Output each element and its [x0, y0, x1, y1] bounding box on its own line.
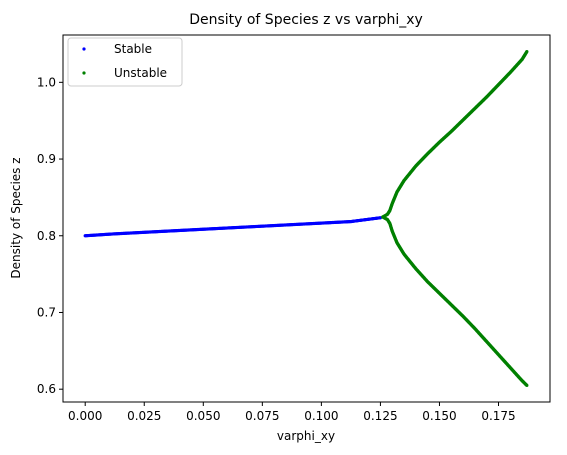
legend-label-unstable: Unstable	[114, 66, 167, 80]
y-axis-label: Density of Species z	[9, 157, 23, 278]
x-axis-label: varphi_xy	[277, 429, 335, 443]
x-tick-label: 0.000	[68, 409, 102, 423]
legend-label-stable: Stable	[114, 42, 152, 56]
y-tick-label: 0.9	[37, 152, 56, 166]
x-tick-label: 0.150	[422, 409, 456, 423]
y-tick-label: 0.6	[37, 382, 56, 396]
x-tick-label: 0.175	[481, 409, 515, 423]
legend: Stable Unstable	[67, 37, 183, 87]
x-tick-label: 0.050	[186, 409, 220, 423]
x-tick-label: 0.100	[304, 409, 338, 423]
x-tick-label: 0.025	[127, 409, 161, 423]
plot-layer	[83, 50, 529, 387]
x-tick-label: 0.125	[363, 409, 397, 423]
legend-box	[67, 37, 183, 87]
chart-title: Density of Species z vs varphi_xy	[189, 12, 423, 28]
data-point	[525, 50, 529, 54]
legend-marker-stable	[82, 47, 86, 51]
data-point	[525, 383, 529, 387]
y-tick-label: 0.7	[37, 305, 56, 319]
y-tick-label: 1.0	[37, 75, 56, 89]
x-tick-label: 0.075	[245, 409, 279, 423]
plot-frame	[62, 34, 551, 403]
series-unstable	[381, 50, 529, 387]
y-ticks: 0.6 0.7 0.8 0.9 1.0	[37, 75, 63, 396]
series-stable	[83, 216, 383, 238]
x-ticks: 0.000 0.025 0.050 0.075 0.100 0.125 0.150 0.175	[68, 402, 516, 423]
y-tick-label: 0.8	[37, 229, 56, 243]
legend-marker-unstable	[82, 71, 86, 75]
